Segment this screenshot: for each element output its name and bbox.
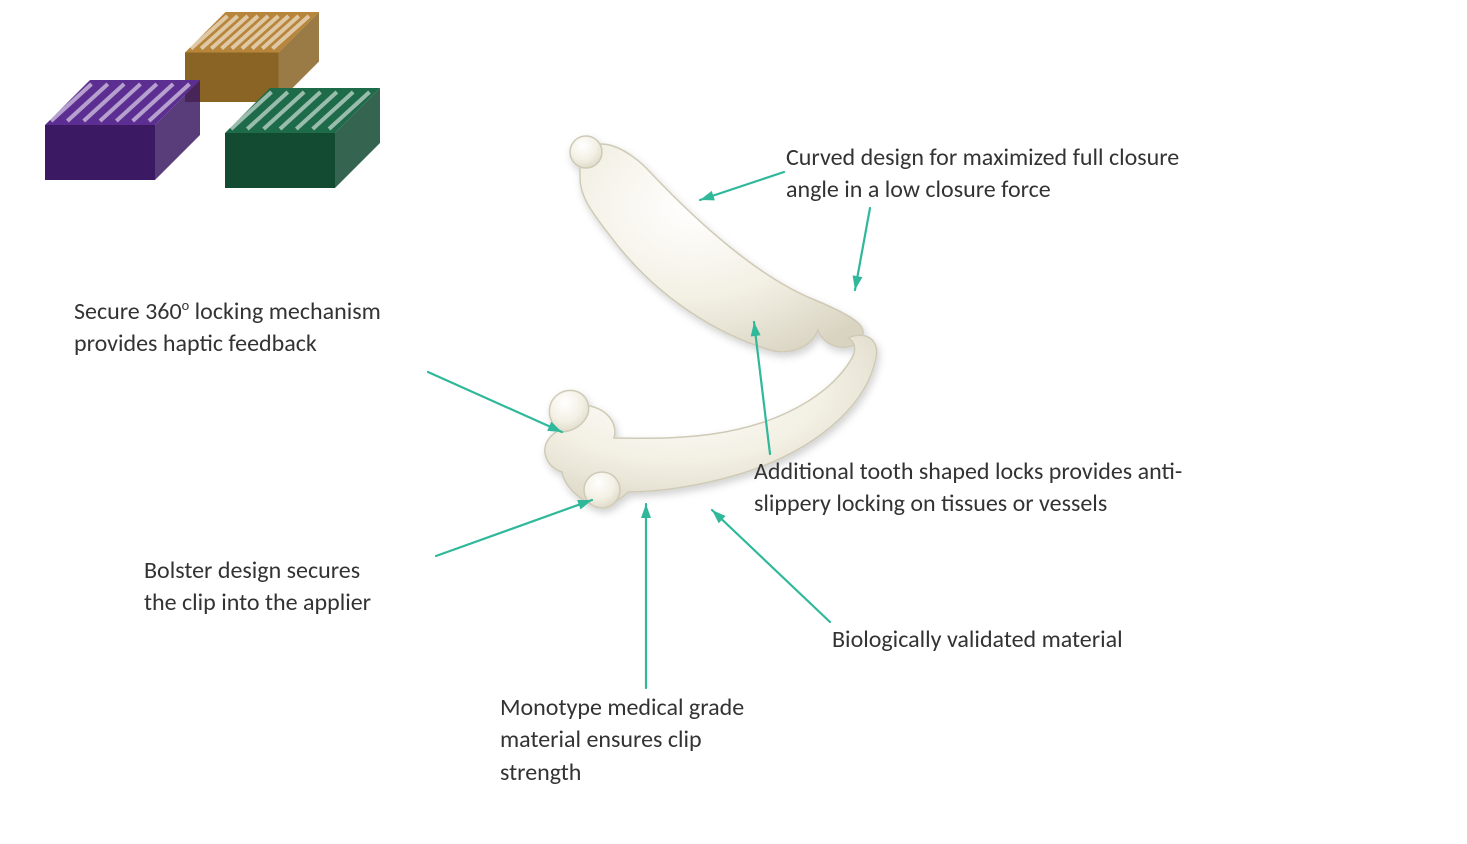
annotation-curved-design: Curved design for maximized full closure…	[786, 142, 1416, 207]
diagram-canvas: Curved design for maximized full closure…	[0, 0, 1467, 844]
annotation-secure-lock: Secure 360o locking mechanismprovides ha…	[74, 296, 554, 361]
cartridge-illustration	[40, 10, 400, 195]
annotation-tooth-locks: Additional tooth shaped locks provides a…	[754, 456, 1454, 521]
annotation-monotype: Monotype medical grade material ensures …	[500, 692, 920, 789]
annotation-bio-material: Biologically validated material	[832, 624, 1332, 656]
annotation-bolster: Bolster design secures the clip into the…	[144, 555, 564, 620]
cartridge-group	[40, 10, 400, 195]
